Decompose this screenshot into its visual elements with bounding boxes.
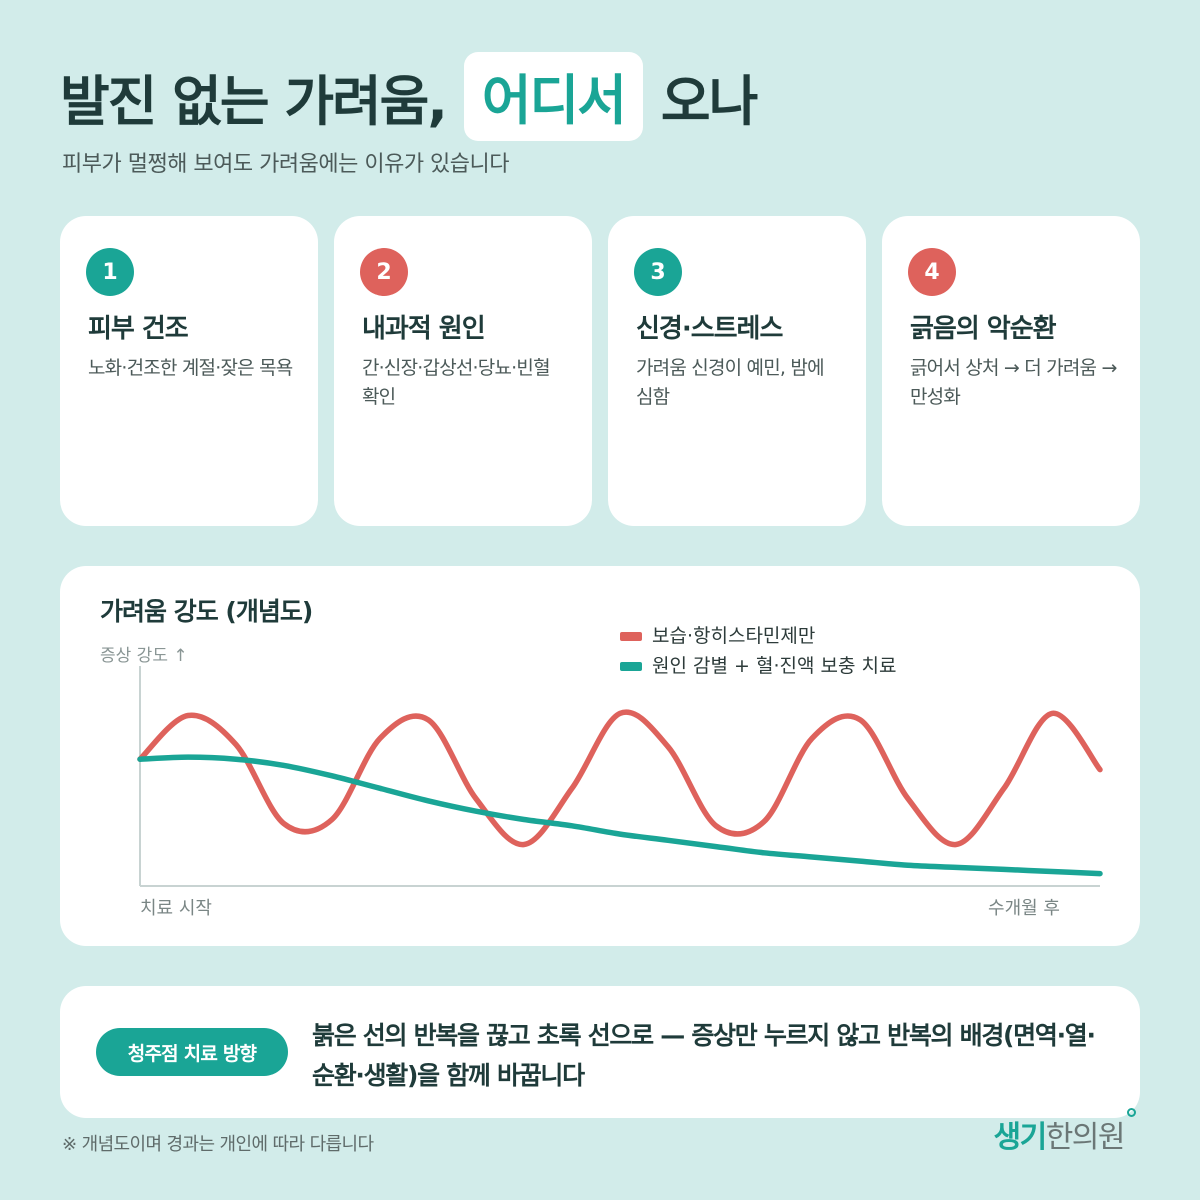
card-title: 신경·스트레스 (636, 314, 783, 344)
legend-label-2: 원인 감별 + 혈·진액 보충 치료 (652, 655, 896, 677)
card-title: 피부 건조 (88, 314, 189, 344)
clinic-logo-part1: 생기 (993, 1120, 1047, 1155)
cause-card-3: 3 신경·스트레스 가려움 신경이 예민, 밤에 심함 (608, 216, 866, 526)
card-description: 긁어서 상처 → 더 가려움 → 만성화 (910, 357, 1117, 408)
cause-card-2: 2 내과적 원인 간·신장·갑상선·당뇨·빈혈 확인 (334, 216, 592, 526)
title-text-after: 오나 (660, 70, 758, 133)
card-description: 간·신장·갑상선·당뇨·빈혈 확인 (362, 357, 551, 408)
series-line-2 (137, 754, 1103, 877)
card-number-badge: 2 (360, 248, 408, 296)
card-number-badge: 3 (634, 248, 682, 296)
page-title: 발진 없는 가려움, 어디서 오나 (60, 52, 758, 141)
cause-cards: 1 피부 건조 노화·건조한 계절·잦은 목욕 2 내과적 원인 간·신장·갑상… (60, 216, 1140, 526)
x-tick-label-start: 치료 시작 (140, 898, 212, 919)
cause-card-1: 1 피부 건조 노화·건조한 계절·잦은 목욕 (60, 216, 318, 526)
footnote: ※ 개념도이며 경과는 개인에 따라 다릅니다 (62, 1134, 374, 1155)
treatment-direction-card: 청주점 치료 방향 붉은 선의 반복을 끊고 초록 선으로 — 증상만 누르지 … (60, 986, 1140, 1118)
legend-swatch-2 (620, 662, 642, 671)
y-axis-label: 증상 강도 ↑ (100, 646, 188, 666)
cause-card-4: 4 긁음의 악순환 긁어서 상처 → 더 가려움 → 만성화 (882, 216, 1140, 526)
series-line-1 (137, 709, 1103, 848)
x-tick-label-end: 수개월 후 (988, 898, 1060, 919)
page-subtitle: 피부가 멀쩡해 보여도 가려움에는 이유가 있습니다 (62, 152, 510, 177)
chart-title: 가려움 강도 (개념도) (100, 597, 313, 626)
itch-intensity-chart-card: 가려움 강도 (개념도) 증상 강도 ↑ 치료 시작 수개월 후 보습·항히스타민제만… (60, 566, 1140, 946)
clinic-logo-part2: 한의원 (1045, 1120, 1126, 1155)
card-description: 노화·건조한 계절·잦은 목욕 (88, 357, 293, 379)
legend-label-1: 보습·항히스타민제만 (652, 625, 815, 647)
clinic-logo: 생기한의원 (993, 1108, 1136, 1156)
card-title: 내과적 원인 (362, 314, 486, 344)
card-number-badge: 4 (908, 248, 956, 296)
card-number-badge: 1 (86, 248, 134, 296)
card-description: 가려움 신경이 예민, 밤에 심함 (636, 357, 825, 408)
treatment-direction-text: 붉은 선의 반복을 끊고 초록 선으로 — 증상만 누르지 않고 반복의 배경(… (312, 1021, 1096, 1090)
treatment-direction-badge: 청주점 치료 방향 (96, 1028, 288, 1076)
legend-swatch-1 (620, 632, 642, 641)
card-title: 긁음의 악순환 (910, 314, 1057, 344)
title-highlight: 어디서 (463, 52, 643, 141)
title-text-before: 발진 없는 가려움, (60, 70, 448, 133)
logo-dot-icon (1127, 1108, 1136, 1117)
